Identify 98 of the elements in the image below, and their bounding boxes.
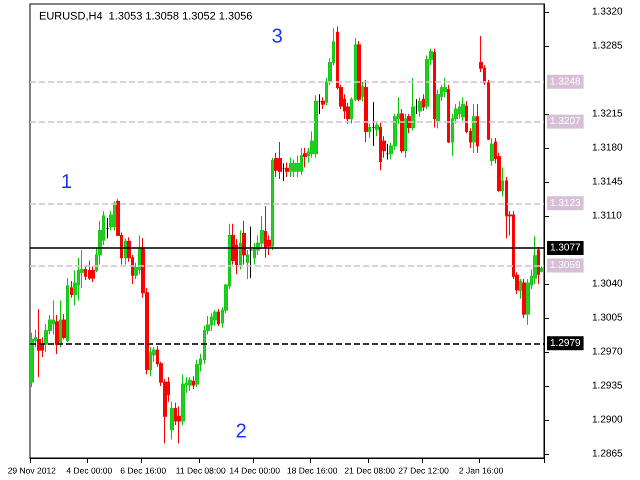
candlestick <box>318 94 321 114</box>
x-tick-label: 29 Nov 2012 <box>8 466 56 476</box>
candlestick <box>303 147 307 168</box>
candlestick <box>242 220 246 266</box>
candlestick <box>213 310 217 326</box>
candlestick <box>292 159 296 178</box>
candlestick <box>418 96 422 118</box>
candlestick <box>505 176 508 239</box>
candlestick <box>300 147 303 176</box>
candlestick <box>52 300 55 336</box>
y-tick-label: 1.3180 <box>592 142 624 154</box>
candlestick <box>113 200 116 232</box>
candlestick <box>239 230 242 270</box>
candlestick <box>138 234 141 275</box>
candlestick <box>70 280 73 298</box>
y-tick-label: 1.3285 <box>592 40 624 52</box>
candlestick <box>149 346 152 377</box>
x-tick-label: 11 Dec 08:00 <box>176 466 226 476</box>
ref-line-label: 1.3207 <box>550 116 582 128</box>
candlestick <box>285 162 289 178</box>
candlestick <box>364 79 368 143</box>
candlestick <box>357 40 361 102</box>
candlestick <box>278 142 282 180</box>
candlestick <box>192 376 195 390</box>
candlestick <box>501 166 504 197</box>
candlestick <box>537 246 540 284</box>
candlestick <box>217 308 220 326</box>
candlestick <box>181 374 185 426</box>
annotation: 3 <box>272 26 283 48</box>
x-tick-label: 4 Dec 00:00 <box>66 466 112 476</box>
candlestick <box>386 143 389 160</box>
candlestick <box>188 376 192 392</box>
candlestick <box>415 98 418 114</box>
y-tick-label: 1.3320 <box>592 6 624 18</box>
candlestick <box>379 122 382 171</box>
x-tick-label: 14 Dec 00:00 <box>229 466 280 476</box>
y-tick-label: 1.2970 <box>592 346 624 358</box>
candlestick <box>37 308 41 378</box>
candlestick <box>264 206 267 258</box>
candlestick <box>59 300 62 348</box>
candlestick <box>487 79 490 141</box>
candlestick <box>246 249 249 280</box>
candlestick <box>519 278 522 300</box>
candlestick <box>210 312 213 332</box>
candlestick <box>314 94 318 158</box>
y-tick-label: 1.2865 <box>592 448 624 460</box>
candlestick <box>375 122 379 137</box>
y-tick-label: 1.3215 <box>592 108 624 120</box>
candlestick <box>124 238 127 266</box>
candlestick <box>321 96 325 110</box>
ref-line-label: 1.3248 <box>550 76 582 88</box>
candlestick <box>540 266 544 273</box>
candlestick <box>55 314 59 354</box>
x-tick-label: 6 Dec 16:00 <box>120 466 166 476</box>
ref-line-label: 1.3059 <box>550 260 582 272</box>
candlestick <box>106 217 109 239</box>
candlestick <box>472 104 476 154</box>
candlestick <box>522 278 526 319</box>
candlestick <box>282 162 285 182</box>
candlestick <box>170 401 174 440</box>
y-tick-label: 1.3040 <box>592 278 624 290</box>
candlestick <box>458 100 461 120</box>
y-tick-label: 1.3110 <box>592 210 622 222</box>
candlestick <box>404 113 407 158</box>
annotation: 1 <box>60 170 72 193</box>
y-tick-label: 1.2900 <box>592 414 624 426</box>
y-tick-label: 1.3145 <box>592 176 624 188</box>
ref-line-label: 1.2979 <box>550 338 582 349</box>
candlestick <box>400 108 404 154</box>
ref-line-label: 1.3123 <box>550 198 582 209</box>
candlestick <box>372 102 375 146</box>
candlestick <box>407 113 411 134</box>
candlestick <box>433 48 436 128</box>
candlestick <box>88 260 91 281</box>
x-tick-label: 27 Dec 12:00 <box>398 466 450 476</box>
candlestick <box>461 96 465 122</box>
candlestick <box>271 157 274 250</box>
candlestick <box>30 332 34 388</box>
y-tick-label: 1.2935 <box>592 380 624 392</box>
candlestick <box>443 77 447 98</box>
candlestick <box>361 81 364 102</box>
y-tick-label: 1.3005 <box>592 312 624 324</box>
x-tick-label: 21 Dec 08:00 <box>344 466 396 476</box>
annotation: 2 <box>236 420 247 443</box>
x-tick-label: 18 Dec 16:00 <box>286 466 338 476</box>
candlestick <box>177 406 181 444</box>
candlestick <box>476 104 479 154</box>
ref-line-label: 1.3077 <box>550 242 582 254</box>
candlestick <box>422 94 425 112</box>
candlestick <box>66 278 69 343</box>
candlestick <box>447 84 450 144</box>
candlestick <box>490 138 494 166</box>
candlestick <box>62 314 66 340</box>
candlestick <box>368 123 371 139</box>
text: EURUSD,H4 1.3053 1.3058 1.3052 1.3056 <box>39 10 252 22</box>
candlestick <box>411 77 415 131</box>
candlestick <box>289 157 292 178</box>
x-tick-label: 2 Jan 16:00 <box>458 466 504 476</box>
